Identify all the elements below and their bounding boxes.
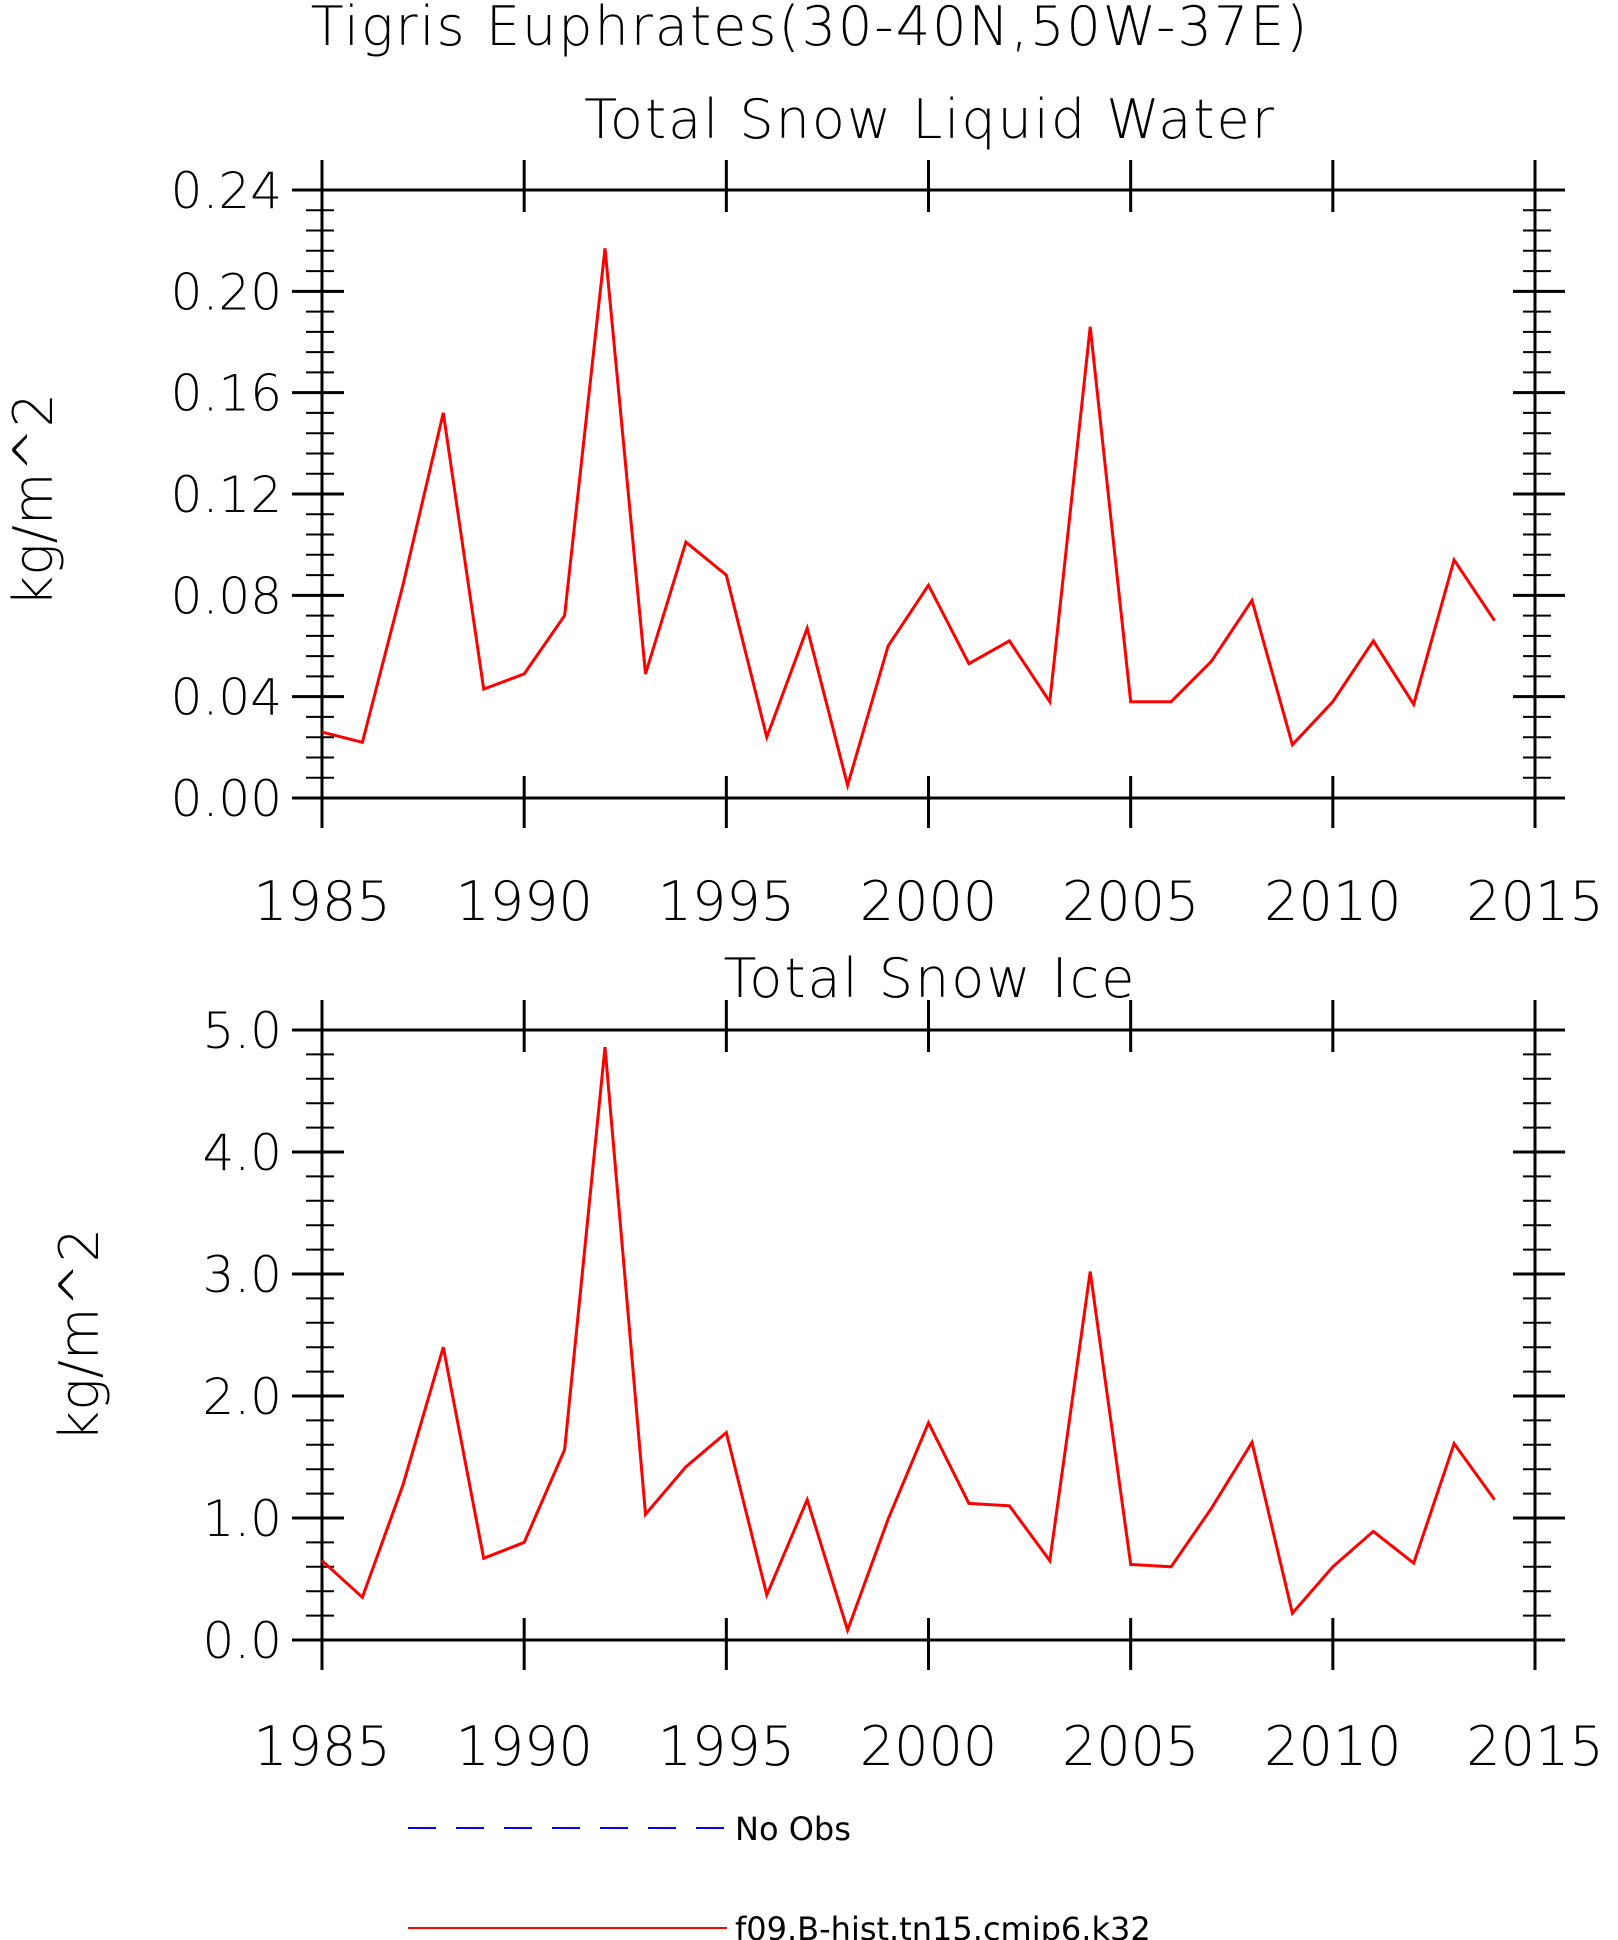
chart-panel-liquid-water: Total Snow Liquid Water kg/m^2 1985 1990 1… [2, 88, 1604, 933]
x-tick-label: 2015 [1466, 870, 1603, 933]
y-tick-label: 2.0 [202, 1368, 282, 1426]
y-tick-label: 0.08 [171, 567, 282, 625]
y-axis-label: kg/m^2 [48, 1228, 111, 1442]
legend: No Obs f09.B-hist.tn15.cmip6.k32 [408, 1810, 1151, 1940]
y-tick-label: 0.04 [171, 669, 282, 727]
x-tick-label: 2005 [1062, 870, 1199, 933]
y-tick-label: 0.24 [171, 162, 282, 220]
y-tick-label: 4.0 [202, 1124, 282, 1182]
x-tick-label: 2000 [860, 1715, 997, 1778]
y-tick-label: 5.0 [202, 1002, 282, 1060]
y-tick-label: 0.16 [171, 365, 282, 423]
y-tick-label: 0.12 [171, 466, 282, 524]
legend-label: No Obs [735, 1810, 851, 1848]
y-axis-label: kg/m^2 [2, 393, 65, 607]
x-tick-label: 2015 [1466, 1715, 1603, 1778]
y-tick-label: 0.20 [171, 263, 282, 321]
x-tick-label: 2010 [1264, 870, 1401, 933]
series-line [320, 1046, 1496, 1635]
x-tick-label: 2010 [1264, 1715, 1401, 1778]
y-tick-label: 0.00 [171, 770, 282, 828]
x-tick-label: 1985 [253, 1715, 390, 1778]
figure-title: Tigris Euphrates(30-40N,50W-37E) [311, 0, 1310, 58]
x-tick-label: 2005 [1062, 1715, 1199, 1778]
y-tick-label: 1.0 [202, 1490, 282, 1548]
x-tick-label: 1995 [658, 1715, 795, 1778]
series-line [321, 248, 1496, 791]
chart-title: Total Snow Ice [724, 947, 1137, 1010]
x-tick-label: 1995 [658, 870, 795, 933]
x-tick-label: 1990 [455, 1715, 592, 1778]
plot-area: 1985 1990 1995 2000 2005 2010 2015 0.00 0.04 0.08… [171, 160, 1604, 933]
chart-panel-snow-ice: Total Snow Ice kg/m^2 1985 1990 1995 2000 20… [48, 947, 1604, 1778]
y-tick-label: 0.0 [202, 1612, 282, 1670]
legend-label: f09.B-hist.tn15.cmip6.k32 [735, 1910, 1151, 1940]
x-tick-label: 1985 [253, 870, 390, 933]
plot-area: 1985 1990 1995 2000 2005 2010 2015 0.0 1.0 2.0 3.0… [202, 1000, 1604, 1778]
x-tick-label: 2000 [860, 870, 997, 933]
x-tick-label: 1990 [455, 870, 592, 933]
y-tick-label: 3.0 [202, 1246, 282, 1304]
plot-frame [320, 188, 1537, 800]
chart-title: Total Snow Liquid Water [584, 88, 1276, 151]
